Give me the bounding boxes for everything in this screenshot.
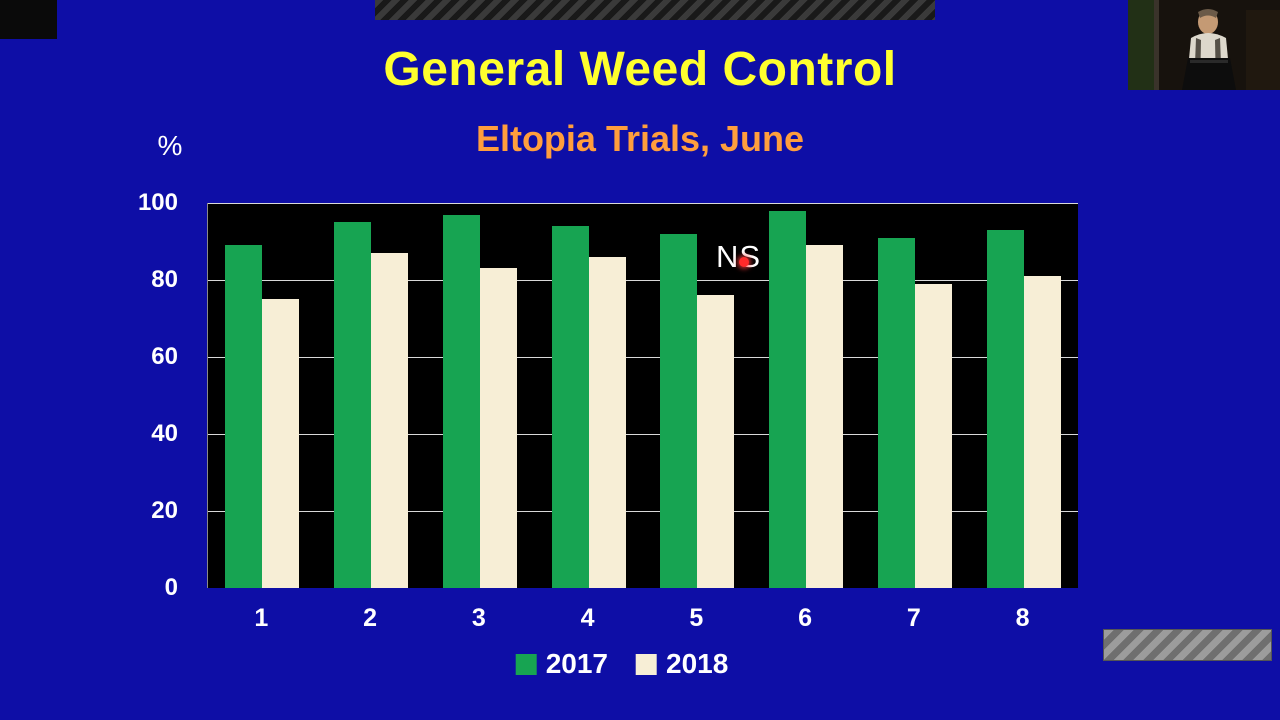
y-tick-label-80: 80 [151,266,178,293]
bar-2017-category-2 [334,222,372,588]
gridline-80 [208,280,1078,281]
bar-2018-category-3 [479,268,517,588]
x-tick-label-4: 4 [580,604,595,632]
bar-2018-category-5 [697,295,735,588]
bar-2017-category-5 [660,233,698,588]
y-axis-unit-label: % [157,130,183,161]
bar-2018-category-8 [1023,276,1061,588]
bar-2017-category-8 [986,229,1024,588]
bar-2017-category-6 [769,210,807,588]
bar-2017-category-3 [442,214,480,588]
gridline-100 [208,203,1078,204]
y-tick-label-60: 60 [151,343,178,370]
video-artifact-bottom-right [1103,629,1272,661]
legend-label-2017: 2017 [545,648,608,679]
gridline-20 [208,511,1078,512]
y-axis-labels: 0 20 40 60 80 100 [110,189,190,601]
gridline-60 [208,357,1078,358]
x-tick-label-3: 3 [471,604,486,632]
legend-swatch-2018 [636,653,657,675]
x-tick-label-5: 5 [689,604,704,632]
y-tick-label-0: 0 [164,574,178,601]
slide-title: General Weed Control [383,43,897,96]
bar-2018-category-7 [914,283,952,588]
bar-2017-category-7 [877,237,915,588]
bar-2017-category-4 [551,226,589,588]
y-tick-label-40: 40 [151,420,178,447]
plot-area: NS [207,203,1078,588]
bar-2018-category-1 [262,299,300,588]
bar-2018-category-2 [371,253,409,588]
legend-label-2018: 2018 [666,648,729,679]
bar-2018-category-4 [588,256,626,588]
gridline-40 [208,434,1078,435]
legend-item-2018: 2018 [636,648,728,680]
x-tick-label-2: 2 [363,604,378,632]
presenter-webcam-image [1128,0,1280,90]
legend-swatch-2017 [515,653,537,675]
y-tick-label-20: 20 [151,497,178,524]
x-tick-label-7: 7 [906,604,921,632]
bar-2017-category-1 [225,245,263,588]
x-tick-label-8: 8 [1015,604,1030,632]
bar-2018-category-6 [806,245,844,588]
x-tick-label-1: 1 [254,604,269,632]
video-artifact-top-left [0,0,57,39]
laser-pointer-dot [739,257,749,267]
legend-item-2017: 2017 [515,648,608,680]
presenter-webcam [1128,0,1280,90]
slide-subtitle: Eltopia Trials, June [475,118,805,159]
x-axis-labels: 1 2 3 4 5 6 7 8 [207,604,1078,636]
y-tick-label-100: 100 [137,189,178,216]
annotation-ns: NS [716,239,762,274]
x-tick-label-6: 6 [798,604,813,632]
chart-legend: 2017 2018 [515,648,728,680]
video-artifact-top-bar [375,0,935,20]
